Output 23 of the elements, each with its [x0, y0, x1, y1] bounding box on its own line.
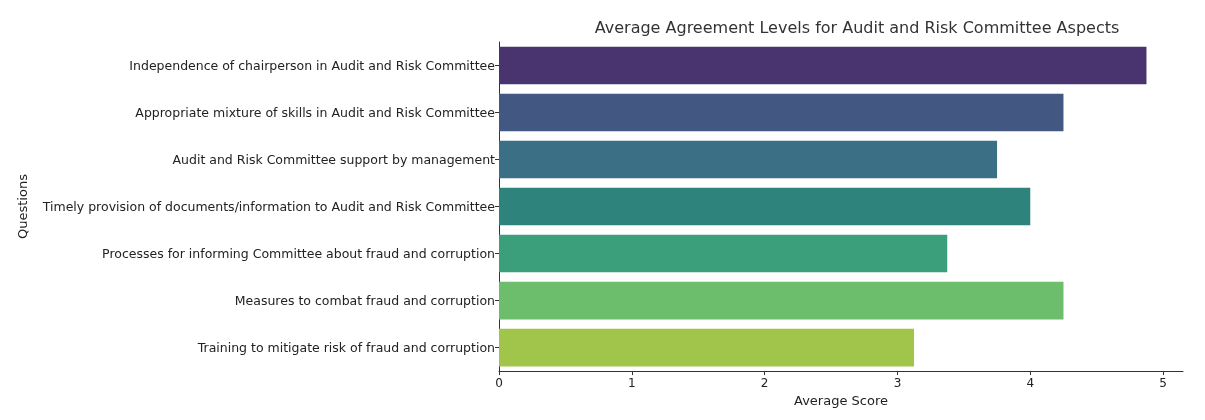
bar — [499, 187, 1031, 226]
x-tick-label: 0 — [495, 376, 503, 391]
x-tick-label: 3 — [893, 376, 902, 391]
x-tick-label: 5 — [1159, 376, 1167, 391]
bar — [499, 46, 1147, 85]
y-tick-label: Measures to combat fraud and corruption — [234, 293, 495, 309]
y-tick-label: Appropriate mixture of skills in Audit and Risk Committee — [135, 105, 496, 121]
x-tick-label: 4 — [1026, 376, 1035, 391]
bar — [499, 93, 1064, 132]
bar — [499, 140, 998, 179]
y-tick-label: Audit and Risk Committee support by management — [172, 152, 496, 168]
bar — [499, 281, 1064, 320]
x-tick-label: 2 — [760, 376, 769, 391]
y-tick-label: Timely provision of documents/information to Audit and Risk Committee — [41, 199, 496, 215]
bar — [499, 234, 948, 273]
chart-title: Average Agreement Levels for Audit and Risk Committee Aspects — [594, 17, 1120, 37]
y-tick-label: Independence of chairperson in Audit and Risk Committee — [129, 58, 496, 74]
x-tick-label: 1 — [628, 376, 636, 391]
bar — [499, 328, 915, 367]
x-axis-title: Average Score — [794, 393, 888, 408]
y-axis-title: Questions — [15, 173, 30, 240]
y-tick-label: Processes for informing Committee about fraud and corruption — [102, 246, 495, 262]
y-tick-label: Training to mitigate risk of fraud and corruption — [196, 340, 495, 356]
